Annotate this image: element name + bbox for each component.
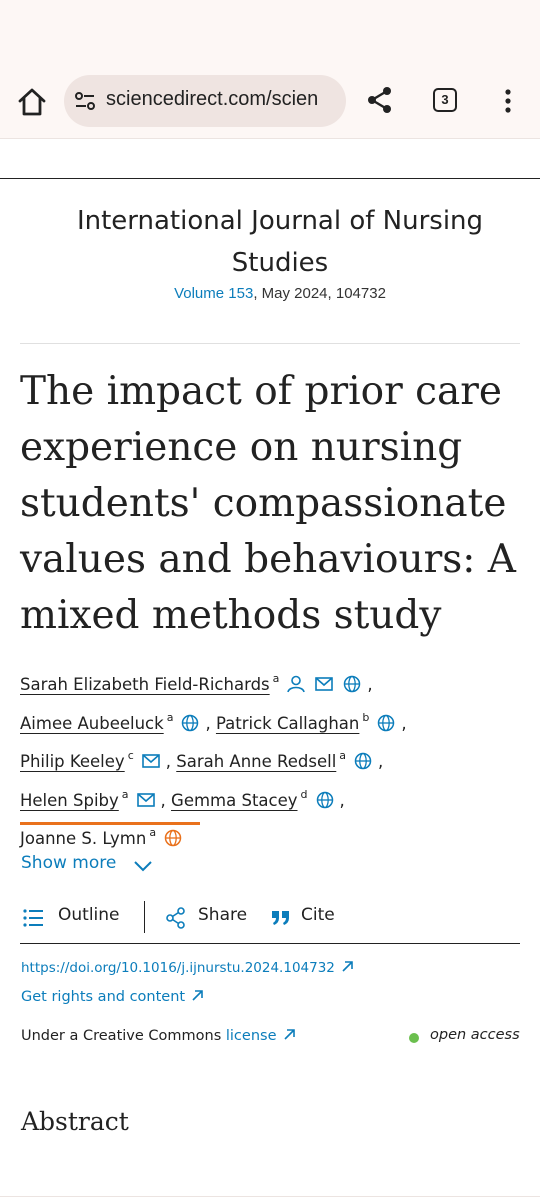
author-name[interactable]: Philip Keeley — [20, 752, 125, 771]
home-icon[interactable] — [14, 84, 50, 120]
more-menu-icon[interactable] — [498, 88, 518, 114]
license-prefix: Under a Creative Commons — [21, 1028, 226, 1044]
author-line: Aimee Aubeeluck a, Patrick Callaghan b, — [20, 702, 530, 741]
url-text[interactable]: sciencedirect.com/scien — [106, 88, 319, 110]
author-separator: , — [367, 675, 373, 694]
rights-link[interactable]: Get rights and content — [21, 989, 204, 1005]
share-icon[interactable] — [365, 85, 395, 115]
rights-text[interactable]: Get rights and content — [21, 989, 186, 1005]
outline-icon[interactable] — [22, 907, 44, 929]
article-title: The impact of prior care experience on n… — [20, 369, 516, 638]
author-name[interactable]: Helen Spiby — [20, 790, 119, 810]
author-name[interactable]: Sarah Elizabeth Field-Richards — [20, 675, 270, 694]
license-line: Under a Creative Commons license — [21, 1028, 296, 1044]
author-name[interactable]: Aimee Aubeeluck — [20, 713, 164, 733]
author-list: Sarah Elizabeth Field-Richards a, Aimee A… — [20, 663, 530, 856]
author-name[interactable]: Gemma Stacey — [171, 790, 298, 810]
globe-icon[interactable] — [315, 791, 335, 809]
doi-link[interactable]: https://doi.org/10.1016/j.ijnurstu.2024.… — [21, 960, 354, 976]
license-link[interactable]: license — [225, 1028, 277, 1044]
divider — [20, 343, 520, 344]
author-line: Joanne S. Lymn a — [20, 817, 530, 856]
site-settings-icon[interactable] — [72, 88, 98, 114]
outline-button[interactable]: Outline — [58, 905, 120, 925]
author-separator: , — [339, 790, 345, 810]
author-separator: , — [378, 752, 384, 771]
external-link-icon[interactable] — [191, 989, 204, 1002]
cite-button[interactable]: Cite — [301, 905, 335, 925]
doi-text[interactable]: https://doi.org/10.1016/j.ijnurstu.2024.… — [21, 960, 335, 976]
tab-switcher-icon[interactable]: 3 — [433, 88, 457, 112]
affiliation-mark[interactable]: c — [127, 749, 134, 762]
author-separator: , — [165, 752, 171, 771]
author-line: Philip Keeley c, Sarah Anne Redsell a, — [20, 740, 530, 779]
author-separator: , — [205, 713, 211, 733]
globe-icon[interactable] — [353, 752, 373, 770]
author-line: Sarah Elizabeth Field-Richards a, — [20, 663, 530, 702]
open-access-dot-icon — [409, 1033, 419, 1043]
affiliation-mark[interactable]: a — [149, 826, 157, 839]
globe-icon[interactable] — [180, 714, 200, 732]
bottom-rule — [0, 1196, 540, 1197]
tool-separator — [144, 901, 145, 933]
author-line: Helen Spiby a, Gemma Stacey d, — [20, 779, 530, 818]
issue-info: , May 2024, 104732 — [253, 285, 386, 302]
external-link-icon[interactable] — [341, 960, 354, 973]
globe-icon[interactable] — [342, 675, 362, 693]
external-link-icon[interactable] — [283, 1028, 296, 1041]
person-icon[interactable] — [286, 675, 306, 693]
affiliation-mark[interactable]: d — [300, 787, 308, 801]
affiliation-mark[interactable]: a — [121, 787, 129, 801]
focused-author-underline — [20, 822, 200, 825]
author-name[interactable]: Sarah Anne Redsell — [176, 752, 337, 771]
open-access-label: open access — [430, 1027, 520, 1043]
email-icon[interactable] — [136, 791, 156, 809]
affiliation-mark[interactable]: a — [272, 672, 280, 685]
share-icon[interactable] — [165, 907, 187, 929]
header-rule — [0, 178, 540, 179]
email-icon[interactable] — [141, 752, 161, 770]
volume-link[interactable]: Volume 153 — [174, 285, 254, 302]
share-button[interactable]: Share — [198, 905, 248, 925]
affiliation-mark[interactable]: b — [362, 710, 370, 724]
article-toolbar: Outline Share Cite — [20, 899, 520, 944]
author-name[interactable]: Joanne S. Lymn — [20, 829, 147, 848]
quote-icon[interactable] — [270, 907, 292, 929]
author-separator: , — [401, 713, 407, 733]
author-separator: , — [160, 790, 166, 810]
address-bar[interactable] — [64, 75, 346, 127]
globe-icon[interactable] — [376, 714, 396, 732]
abstract-heading: Abstract — [21, 1107, 129, 1136]
journal-title[interactable]: International Journal of Nursing Studies — [20, 200, 540, 284]
email-icon[interactable] — [314, 675, 334, 693]
affiliation-mark[interactable]: a — [166, 710, 174, 724]
volume-info: Volume 153, May 2024, 104732 — [20, 285, 540, 302]
affiliation-mark[interactable]: a — [339, 749, 347, 762]
journal-name-line1: International Journal of Nursing — [76, 206, 484, 236]
chevron-down-icon[interactable] — [133, 857, 153, 875]
globe-icon[interactable] — [163, 829, 183, 847]
author-name[interactable]: Patrick Callaghan — [215, 713, 360, 733]
journal-name-line2: Studies — [231, 248, 329, 278]
show-more-button[interactable]: Show more — [21, 853, 117, 873]
